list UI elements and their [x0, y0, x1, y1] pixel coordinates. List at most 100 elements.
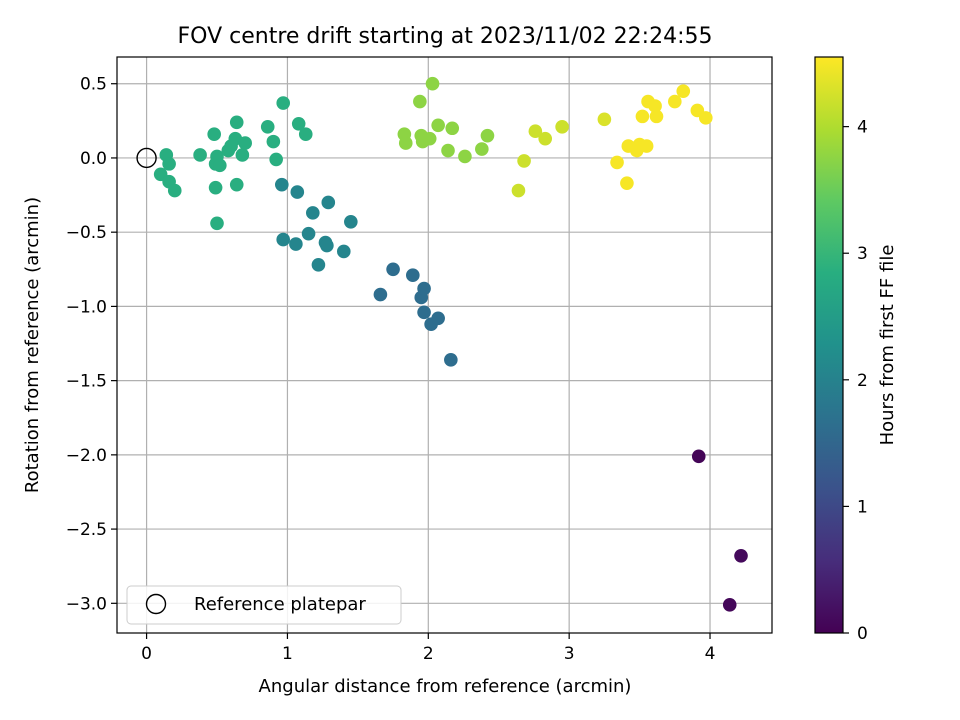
data-point — [321, 195, 336, 210]
legend: Reference platepar — [126, 585, 402, 625]
data-point — [406, 268, 420, 283]
data-point — [431, 118, 445, 133]
data-point — [511, 183, 526, 198]
data-point — [269, 152, 283, 167]
data-point — [538, 131, 553, 146]
scatter-points — [153, 76, 748, 612]
data-point — [298, 127, 313, 141]
data-point — [386, 262, 400, 277]
data-point — [213, 158, 227, 173]
data-point — [691, 449, 706, 464]
chart-title: FOV centre drift starting at 2023/11/02 … — [178, 24, 713, 49]
x-tick-label: 0 — [141, 644, 152, 664]
data-point — [517, 154, 531, 168]
data-point — [413, 94, 427, 109]
y-tick-label: −2.0 — [66, 446, 107, 466]
data-point — [208, 180, 223, 195]
data-point — [290, 185, 305, 199]
data-point — [417, 305, 431, 320]
data-point — [301, 226, 316, 241]
data-point — [336, 244, 351, 259]
data-point — [207, 127, 221, 141]
colorbar-label: Hours from first FF file — [877, 245, 898, 446]
data-point — [235, 148, 250, 162]
data-point — [734, 549, 748, 563]
x-tick-label: 3 — [564, 644, 575, 664]
colorbar-tick-label: 3 — [857, 244, 868, 264]
data-point — [289, 237, 303, 251]
data-point — [649, 109, 664, 124]
colorbar-tick-label: 2 — [857, 371, 868, 391]
data-point — [210, 216, 224, 231]
data-point — [417, 281, 431, 296]
data-point — [162, 157, 176, 171]
colorbar-tick-label: 4 — [857, 118, 868, 138]
reference-platepar-point — [136, 147, 157, 169]
data-point — [648, 99, 662, 113]
x-tick-label: 1 — [282, 644, 293, 664]
data-point — [422, 131, 437, 146]
data-point — [275, 177, 289, 192]
data-point — [676, 84, 691, 98]
data-point — [193, 148, 207, 162]
data-point — [373, 287, 388, 302]
data-point — [431, 311, 445, 326]
y-axis-ticks: 0.5 0.0 −0.5 −1.0 −1.5 −2.0 −2.5 −3.0 — [66, 75, 117, 614]
data-point — [266, 134, 281, 149]
colorbar-tick-label: 0 — [857, 624, 868, 644]
data-point — [480, 128, 495, 143]
data-point — [722, 597, 737, 612]
data-point — [441, 143, 455, 158]
x-tick-label: 2 — [423, 644, 434, 664]
legend-entry-label: Reference platepar — [194, 594, 366, 615]
y-tick-label: −1.5 — [66, 372, 107, 392]
data-point — [668, 94, 682, 109]
data-point — [610, 155, 624, 170]
data-point — [425, 76, 440, 91]
data-point — [698, 111, 713, 125]
x-tick-label: 4 — [705, 644, 716, 664]
data-point — [639, 139, 654, 153]
data-point — [305, 206, 320, 220]
legend-box — [126, 585, 402, 625]
data-point — [167, 183, 182, 198]
data-point — [555, 119, 569, 134]
y-tick-label: −3.0 — [66, 594, 107, 614]
data-point — [528, 124, 543, 139]
x-axis-label: Angular distance from reference (arcmin) — [259, 676, 632, 697]
reference-marker — [136, 147, 157, 169]
data-point — [344, 214, 358, 229]
data-point — [276, 232, 291, 247]
data-point — [320, 238, 334, 253]
plot-frame — [116, 56, 773, 634]
colorbar-gradient — [814, 56, 844, 634]
data-point — [229, 115, 244, 130]
colorbar: 0 1 2 3 4 Hours from first FF file — [814, 56, 898, 644]
data-point — [445, 121, 460, 136]
legend-reference-marker — [145, 593, 167, 615]
data-point — [475, 142, 489, 156]
colorbar-tick-label: 1 — [857, 497, 868, 517]
y-tick-label: −1.0 — [66, 297, 107, 317]
data-point — [238, 136, 252, 150]
data-point — [635, 109, 650, 124]
data-point — [444, 353, 458, 367]
colorbar-ticks: 0 1 2 3 4 — [843, 118, 868, 644]
y-axis-label: Rotation from reference (arcmin) — [22, 197, 43, 493]
grid-lines — [117, 57, 772, 633]
data-point — [260, 119, 275, 134]
data-point — [597, 112, 612, 127]
data-point — [458, 149, 472, 164]
y-tick-label: −2.5 — [66, 520, 107, 540]
data-point — [291, 117, 306, 131]
data-point — [276, 96, 291, 110]
y-tick-label: 0.5 — [80, 75, 107, 95]
data-point — [620, 176, 634, 190]
data-point — [311, 258, 326, 272]
x-axis-ticks: 0 1 2 3 4 — [141, 633, 715, 664]
y-tick-label: −0.5 — [66, 223, 107, 243]
data-point — [229, 177, 244, 192]
data-point — [398, 136, 413, 150]
y-tick-label: 0.0 — [80, 149, 107, 169]
